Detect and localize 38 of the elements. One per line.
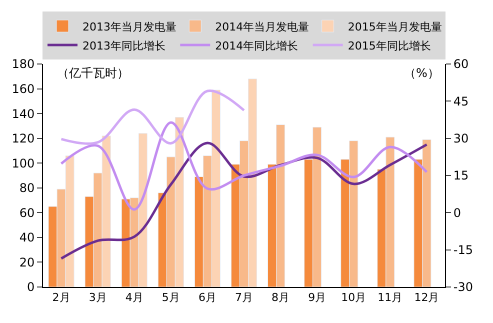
line-series [60, 121, 428, 211]
x-tick-label: 6月 [198, 291, 216, 304]
y-tick-label: 20 [19, 255, 35, 270]
x-tick-label: 4月 [125, 291, 144, 304]
y-tick-label: 40 [19, 230, 35, 245]
y-tick-label: 120 [12, 132, 35, 146]
y-tick-label: 160 [12, 82, 35, 96]
legend-label: 2015年当月发电量 [348, 20, 442, 34]
y-tick-label: 140 [12, 106, 35, 121]
y2-tick-label: -30 [453, 280, 474, 294]
y2-tick-label: 0 [453, 206, 462, 220]
y-tick-label: 100 [12, 156, 35, 170]
x-tick-label: 11月 [378, 291, 403, 304]
x-tick-label: 2月 [52, 291, 70, 304]
legend-label: 2014年当月发电量 [215, 20, 310, 34]
y2-axis-title: （%） [404, 66, 440, 80]
x-tick-label: 8月 [272, 291, 290, 304]
line-series [60, 90, 246, 145]
legend-label: 2014年同比增长 [215, 39, 298, 52]
y2-tick-label: -15 [453, 243, 474, 258]
y2-tick-label: 15 [453, 168, 469, 183]
y-tick-label: 0 [26, 280, 35, 294]
x-tick-label: 3月 [88, 291, 107, 304]
y-tick-label: 180 [12, 57, 35, 72]
x-tick-label: 12月 [414, 291, 440, 304]
x-tick-label: 7月 [235, 291, 253, 304]
y2-tick-label: 60 [453, 57, 469, 72]
legend-label: 2013年同比增长 [82, 39, 166, 52]
y2-tick-label: 45 [453, 94, 469, 108]
x-tick-label: 9月 [308, 291, 326, 304]
x-tick-label: 10月 [341, 291, 366, 304]
legend-label: 2015年同比增长 [348, 39, 431, 52]
y2-tick-label: 30 [453, 132, 469, 146]
x-tick-label: 5月 [162, 291, 180, 304]
y-tick-label: 80 [19, 181, 35, 196]
y-tick-label: 60 [19, 206, 35, 220]
y-axis-title: （亿千瓦时） [57, 66, 129, 80]
legend-label: 2013年当月发电量 [82, 20, 176, 34]
